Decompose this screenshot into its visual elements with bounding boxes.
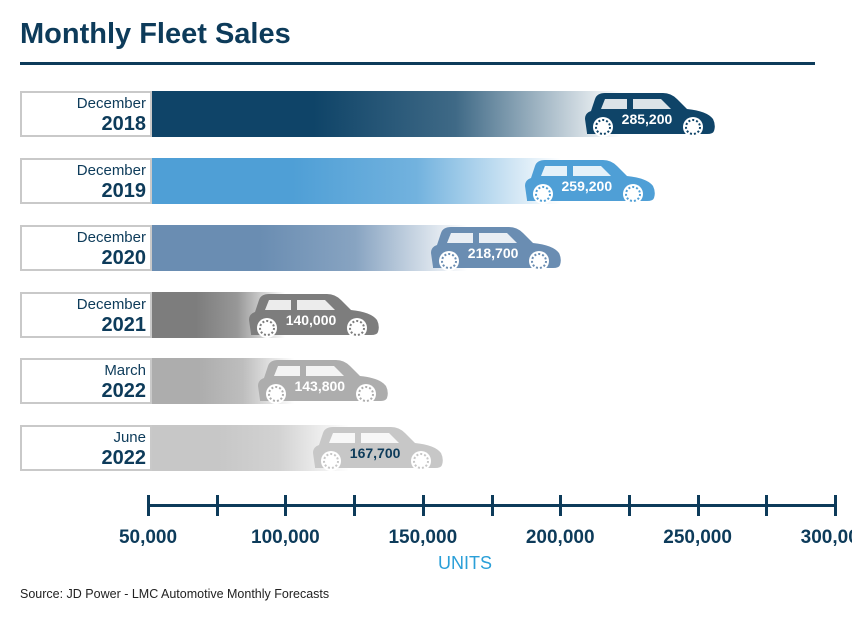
x-axis-label: UNITS (438, 553, 492, 573)
tick-label: 100,000 (251, 527, 320, 548)
axis-tick (627, 495, 631, 516)
category-label: March 2022 (20, 358, 152, 404)
category-label: December 2018 (20, 91, 152, 137)
axis-tick (696, 495, 700, 516)
source-note: Source: JD Power - LMC Automotive Monthl… (20, 587, 330, 601)
axis-tick (147, 495, 150, 516)
category-month: December (76, 296, 146, 313)
category-label: December 2020 (20, 225, 152, 271)
car-icon: 143,800 (254, 356, 390, 406)
axis-tick (284, 495, 288, 516)
value-label: 285,200 (621, 111, 673, 127)
category-label: December 2021 (20, 292, 152, 338)
category-year: 2022 (101, 447, 147, 469)
car-icon: 285,200 (581, 89, 717, 139)
category-month: December (76, 229, 146, 246)
axis-tick (421, 495, 425, 516)
title-rule (20, 62, 815, 65)
car-icon: 167,700 (309, 423, 445, 473)
bar (148, 225, 468, 271)
axis-tick (834, 495, 837, 516)
value-label: 218,700 (467, 245, 519, 261)
chart-title: Monthly Fleet Sales (20, 18, 291, 50)
axis-tick (353, 495, 357, 516)
category-year: 2021 (101, 314, 147, 336)
axis-tick (765, 495, 769, 516)
value-label: 140,000 (285, 312, 337, 328)
tick-label: 200,000 (525, 527, 595, 548)
car-icon: 259,200 (521, 156, 657, 206)
category-label: June 2022 (20, 425, 152, 471)
category-year: 2022 (101, 380, 147, 402)
category-month: June (113, 429, 146, 446)
category-month: December (76, 95, 146, 112)
category-year: 2018 (101, 113, 147, 135)
value-label: 143,800 (294, 378, 346, 394)
tick-label: 150,000 (388, 527, 458, 548)
tick-label: 50,000 (118, 527, 178, 548)
category-month: March (104, 362, 146, 379)
x-axis (147, 495, 837, 516)
axis-tick (490, 495, 494, 516)
category-label: December 2019 (20, 158, 152, 204)
category-year: 2020 (101, 247, 147, 269)
car-icon: 218,700 (427, 223, 563, 273)
tick-label: 300,000 (800, 527, 852, 548)
value-label: 259,200 (561, 178, 613, 194)
bar (148, 91, 621, 137)
category-year: 2019 (101, 180, 147, 202)
bar (148, 158, 561, 204)
category-month: December (76, 162, 146, 179)
car-icon: 140,000 (245, 290, 381, 340)
axis-tick (559, 495, 563, 516)
axis-tick (215, 495, 219, 516)
tick-label: 250,000 (663, 527, 732, 548)
value-label: 167,700 (349, 445, 401, 461)
